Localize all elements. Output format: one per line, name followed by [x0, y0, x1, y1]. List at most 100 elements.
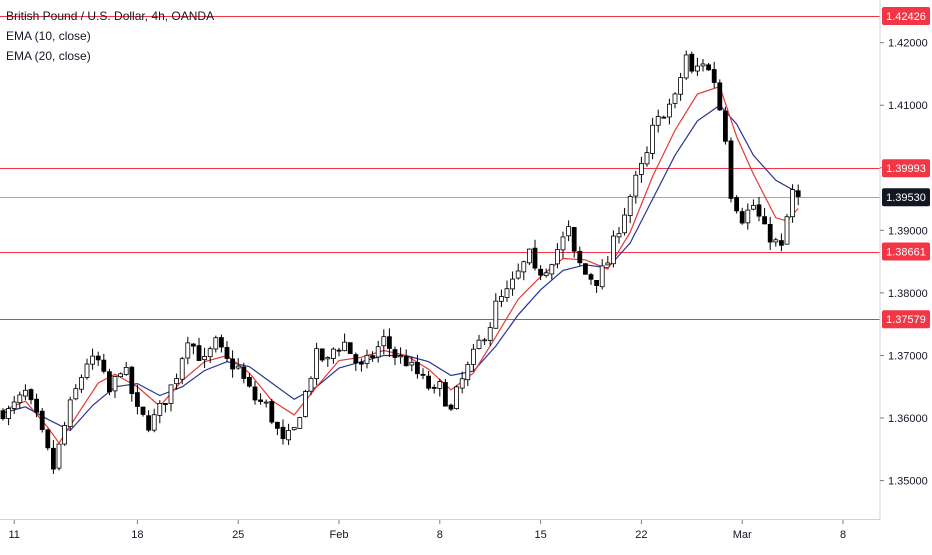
candle-body [431, 386, 437, 389]
y-tick-label: 1.42000 [888, 38, 928, 50]
candle-body [280, 426, 286, 440]
level-badge-3 [882, 242, 930, 261]
candle-body [767, 223, 773, 243]
candle-body [230, 358, 236, 370]
candle-body [246, 376, 252, 387]
candle-body [515, 270, 521, 279]
x-tick-label: 11 [8, 529, 19, 541]
candle-body [555, 249, 560, 265]
candle-body [577, 250, 583, 264]
candle-body [650, 124, 655, 154]
candle-body [358, 361, 364, 365]
candle-body [723, 110, 728, 142]
candle-body [174, 378, 180, 385]
candle-body [342, 341, 348, 352]
y-tick-label: 1.41000 [888, 100, 928, 112]
candle-body [739, 211, 745, 224]
candle-body [202, 356, 208, 361]
candle-body [588, 274, 594, 280]
candle-body [627, 196, 633, 216]
candle-body [0, 410, 6, 420]
candle-body [706, 64, 711, 71]
candle-body [420, 373, 426, 376]
candle-body [269, 401, 275, 423]
candle-body [11, 401, 17, 409]
candle-body [751, 205, 756, 210]
candle-body [179, 358, 185, 380]
candles [0, 50, 801, 474]
candle-body [28, 389, 34, 401]
candle-body [51, 447, 56, 470]
candle-body [6, 408, 11, 419]
candle-body [134, 392, 140, 407]
candle-body [314, 348, 320, 379]
y-tick-label: 1.37000 [888, 350, 928, 362]
candle-body [560, 236, 566, 251]
candle-body [347, 342, 353, 354]
candle-body [599, 265, 605, 288]
candle-body [17, 394, 23, 404]
candle-body [672, 93, 678, 104]
candle-body [538, 268, 543, 276]
candle-body [459, 378, 465, 389]
candle-body [622, 214, 627, 234]
x-tick-label: 8 [840, 529, 846, 541]
candle-body [717, 82, 723, 111]
candle-body [470, 348, 476, 365]
candle-body [611, 235, 616, 265]
candle-body [784, 216, 790, 245]
candle-body [711, 69, 717, 83]
candle-body [112, 376, 118, 392]
candle-body [157, 402, 163, 416]
candle-body [140, 406, 146, 415]
candle-body [325, 357, 331, 360]
candle-body [252, 386, 258, 401]
candle-body [437, 381, 443, 389]
candle-body [67, 399, 73, 428]
candle-body [476, 339, 482, 350]
candle-body [504, 288, 510, 298]
candle-body [235, 365, 241, 369]
candle-body [39, 410, 45, 430]
candle-body [756, 204, 762, 217]
candle-body [549, 264, 555, 275]
candle-body [616, 233, 622, 238]
x-tick-label: Feb [330, 529, 349, 541]
price-badges: 1.42426 1.39993 1.38661 1.37579 1.39530 [882, 7, 930, 329]
candle-body [34, 398, 39, 413]
level-badge-1-label: 1.42426 [886, 11, 926, 23]
candle-body [779, 240, 784, 246]
candle-body [101, 359, 107, 372]
price-scale[interactable]: 1.420001.410001.400001.390001.380001.370… [880, 38, 928, 488]
candle-body [521, 261, 527, 273]
candle-body [22, 389, 28, 397]
candle-body [386, 336, 392, 349]
candle-body [370, 355, 376, 358]
candle-body [291, 427, 297, 430]
candle-body [448, 404, 454, 410]
candle-body [734, 197, 739, 212]
candle-body [442, 382, 448, 407]
ema20-legend-label: EMA (20, close) [6, 49, 91, 63]
candle-body [353, 354, 359, 364]
candle-body [123, 367, 129, 375]
level-badge-2 [882, 159, 930, 178]
candle-body [605, 262, 611, 266]
level-badge-1 [882, 7, 930, 26]
time-scale[interactable]: 11 18 25 Feb 8 15 22 Mar 8 [8, 520, 846, 541]
candle-body [683, 54, 689, 79]
level-badge-4 [882, 310, 930, 329]
candle-body [543, 272, 549, 277]
candle-body [667, 103, 672, 118]
candle-body [196, 345, 202, 361]
x-tick-label: 22 [635, 529, 647, 541]
candle-body [263, 401, 269, 404]
candle-body [258, 399, 264, 402]
candle-body [168, 384, 174, 404]
candle-body [90, 355, 95, 365]
candle-body [661, 116, 667, 119]
x-tick-label: 18 [131, 529, 143, 541]
